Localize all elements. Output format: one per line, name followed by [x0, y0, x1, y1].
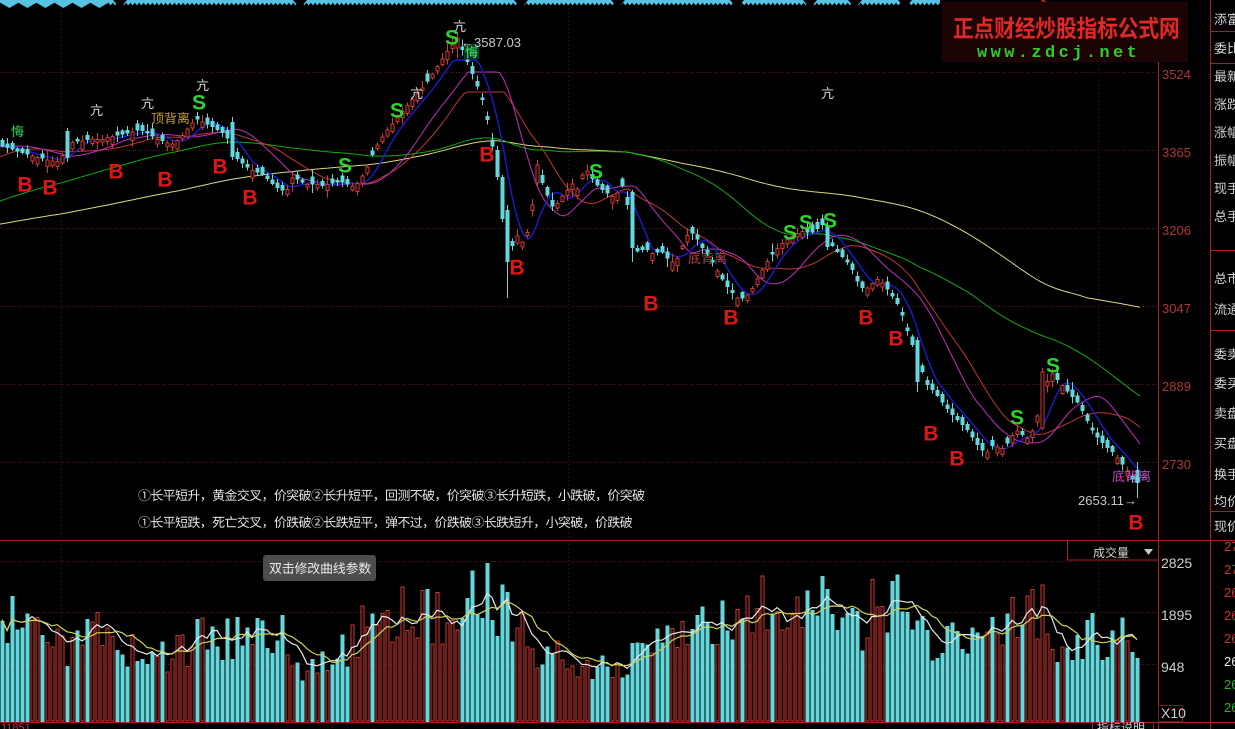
svg-text:B: B [479, 144, 494, 167]
svg-text:←3587.03: ←3587.03 [461, 35, 521, 50]
svg-text:S: S [589, 161, 603, 184]
svg-text:26: 26 [1224, 654, 1235, 669]
svg-text:27: 27 [1224, 539, 1235, 554]
svg-text:S: S [823, 210, 837, 233]
svg-text:11851: 11851 [1, 722, 31, 729]
svg-text:B: B [923, 423, 938, 446]
svg-text:1895: 1895 [1161, 607, 1192, 623]
svg-text:B: B [509, 257, 524, 280]
svg-text:27: 27 [1224, 562, 1235, 577]
svg-text:2730: 2730 [1162, 457, 1191, 472]
svg-text:26: 26 [1224, 631, 1235, 646]
svg-text:B: B [643, 293, 658, 316]
svg-text:S: S [192, 92, 206, 115]
svg-text:26: 26 [1224, 608, 1235, 623]
svg-text:3047: 3047 [1162, 301, 1191, 316]
svg-text:3524: 3524 [1162, 67, 1191, 82]
svg-text:B: B [17, 174, 32, 197]
svg-text:S: S [445, 27, 459, 50]
svg-text:B: B [723, 307, 738, 330]
svg-text:B: B [42, 177, 57, 200]
svg-text:3365: 3365 [1162, 145, 1191, 160]
svg-text:B: B [949, 448, 964, 471]
svg-text:B: B [212, 156, 227, 179]
svg-text:3206: 3206 [1162, 223, 1191, 238]
svg-text:S: S [1046, 355, 1060, 378]
svg-text:B: B [108, 161, 123, 184]
svg-text:B: B [1128, 512, 1143, 535]
svg-text:S: S [390, 100, 404, 123]
svg-text:B: B [858, 307, 873, 330]
svg-text:26: 26 [1224, 677, 1235, 692]
svg-text:2889: 2889 [1162, 379, 1191, 394]
svg-text:B: B [888, 328, 903, 351]
svg-text:S: S [1010, 407, 1024, 430]
svg-text:S: S [799, 212, 813, 235]
svg-text:S: S [338, 155, 352, 178]
svg-text:X10: X10 [1161, 705, 1186, 721]
svg-text:www.zdcj.net: www.zdcj.net [977, 44, 1140, 63]
svg-text:B: B [157, 169, 172, 192]
svg-text:B: B [242, 187, 257, 210]
svg-text:26: 26 [1224, 700, 1235, 715]
svg-text:948: 948 [1161, 659, 1185, 675]
svg-text:26: 26 [1224, 585, 1235, 600]
svg-text:2825: 2825 [1161, 555, 1192, 571]
svg-text:2653.11→: 2653.11→ [1078, 493, 1137, 508]
svg-text:S: S [783, 222, 797, 245]
